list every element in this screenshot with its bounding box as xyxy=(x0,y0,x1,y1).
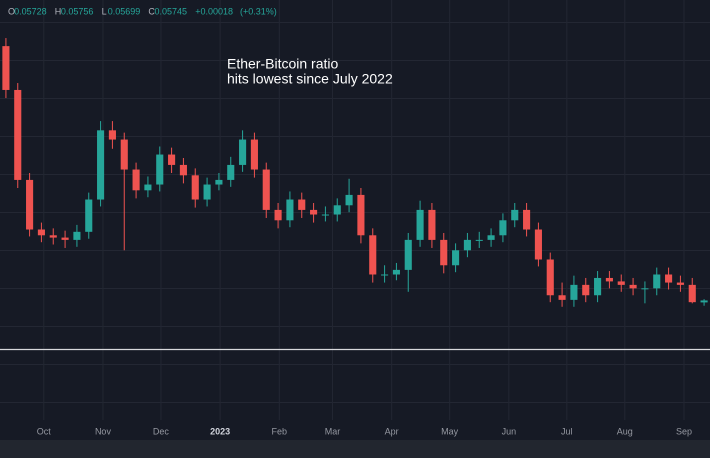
candle-body xyxy=(428,209,436,240)
annotation-line: hits lowest since July 2022 xyxy=(227,71,393,87)
candle-body xyxy=(511,209,519,221)
candle-body xyxy=(534,229,542,260)
candle-body xyxy=(605,277,613,282)
candle-body xyxy=(546,259,554,296)
candle-body xyxy=(262,169,270,210)
candle-body xyxy=(2,46,10,90)
x-tick-label: Jul xyxy=(561,426,573,436)
candle-body xyxy=(298,199,306,210)
legend-key: O xyxy=(8,6,15,16)
candle-body xyxy=(617,281,625,285)
candle-body xyxy=(665,274,673,283)
x-tick-label: Aug xyxy=(617,426,633,436)
annotation-line: Ether-Bitcoin ratio xyxy=(227,56,338,72)
candle-body xyxy=(97,130,105,200)
horizontal-grid xyxy=(0,0,710,420)
candle-body xyxy=(629,284,637,289)
candle-body xyxy=(168,154,176,165)
candle-body xyxy=(570,284,578,300)
candle-body xyxy=(676,282,684,285)
legend-key: C xyxy=(148,6,155,16)
candle-body xyxy=(37,229,45,236)
candle-body xyxy=(14,89,22,180)
candle-body xyxy=(191,175,199,200)
legend-change: +0.00018 xyxy=(195,6,233,16)
candle-body xyxy=(452,250,460,266)
candle-body xyxy=(357,194,365,236)
legend-value: 0.05699 xyxy=(108,6,141,16)
candle-body xyxy=(440,239,448,266)
candle-body xyxy=(239,139,247,165)
candle-body xyxy=(179,164,187,176)
candle-body xyxy=(688,284,696,303)
candle-body xyxy=(345,194,353,206)
x-tick-label: May xyxy=(441,426,459,436)
candle-body xyxy=(333,205,341,215)
bottom-bar xyxy=(0,440,710,458)
candle-body xyxy=(381,274,389,276)
candle-body xyxy=(203,184,211,200)
candle-body xyxy=(227,164,235,180)
candle-body xyxy=(49,235,57,238)
candle-body xyxy=(487,235,495,240)
candle-body xyxy=(404,239,412,270)
candle-body xyxy=(85,199,93,232)
candles xyxy=(2,38,708,307)
legend-value: 0.05745 xyxy=(155,6,188,16)
candle-body xyxy=(73,231,81,240)
legend-key: L xyxy=(102,6,107,16)
x-axis: Oct Nov Dec 2023 Feb Mar Apr May Jun Jul Aug Sep xyxy=(37,426,692,436)
candle-body xyxy=(369,235,377,275)
candle-body xyxy=(156,154,164,185)
candle-body xyxy=(26,179,34,230)
candle-body xyxy=(416,209,424,240)
candle-body xyxy=(286,199,294,221)
candle-body xyxy=(523,209,531,230)
candle-body xyxy=(132,169,140,191)
candle-body xyxy=(61,237,69,240)
legend-change-percent: (+0.31%) xyxy=(240,6,277,16)
candle-body xyxy=(653,274,661,289)
candle-body xyxy=(475,239,483,241)
x-tick-label: Mar xyxy=(325,426,341,436)
x-tick-label: Nov xyxy=(95,426,112,436)
x-tick-label: Dec xyxy=(153,426,170,436)
x-tick-label: Oct xyxy=(37,426,52,436)
candle-body xyxy=(120,139,128,170)
x-tick-label: Sep xyxy=(676,426,692,436)
candle-body xyxy=(700,300,708,303)
candle-body xyxy=(274,209,282,221)
candle-body xyxy=(310,209,318,215)
legend-key: H xyxy=(55,6,62,16)
legend-value: 0.05728 xyxy=(14,6,47,16)
candle-body xyxy=(463,239,471,251)
x-tick-label: 2023 xyxy=(210,426,230,436)
x-tick-label: Feb xyxy=(272,426,288,436)
x-tick-label: Jun xyxy=(502,426,517,436)
candle-body xyxy=(144,184,152,191)
candle-body xyxy=(250,139,258,170)
candle-body xyxy=(558,295,566,300)
candle-body xyxy=(499,220,507,236)
candle-body xyxy=(108,130,116,140)
candle-body xyxy=(321,214,329,216)
x-tick-label: Apr xyxy=(385,426,399,436)
ohlc-legend: O 0.05728 H 0.05756 L 0.05699 C 0.05745 +0.00018… xyxy=(8,6,277,16)
candle-body xyxy=(582,284,590,296)
candle-body xyxy=(594,277,602,296)
candle-body xyxy=(641,288,649,290)
candle-body xyxy=(215,179,223,185)
legend-value: 0.05756 xyxy=(61,6,94,16)
candle-body xyxy=(392,269,400,275)
